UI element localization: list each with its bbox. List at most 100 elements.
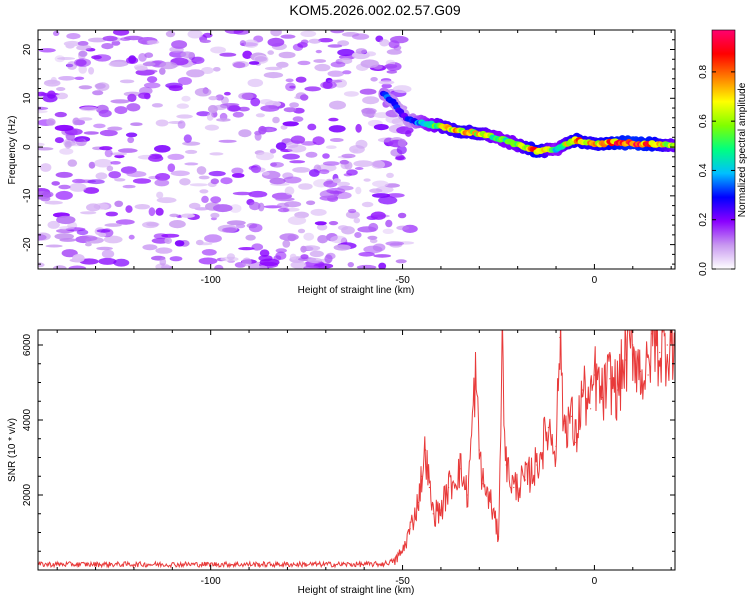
noise-cell [248, 223, 263, 233]
noise-cell [251, 243, 264, 251]
noise-cell [215, 94, 224, 101]
y-tick-label: -10 [22, 188, 33, 203]
noise-cell [181, 95, 191, 102]
noise-cell [396, 225, 410, 231]
chart-title: KOM5.2026.002.02.57.G09 [289, 2, 461, 18]
noise-cell [79, 258, 99, 265]
noise-cell [213, 104, 228, 111]
snr-point [590, 408, 592, 410]
colorbar-tick-label: 0.8 [698, 64, 709, 78]
noise-cell [214, 264, 224, 269]
noise-cell [169, 220, 186, 229]
noise-cell [329, 100, 346, 110]
noise-cell [359, 88, 377, 95]
noise-cell [66, 33, 81, 40]
noise-cell [231, 173, 245, 178]
noise-cell [189, 183, 208, 187]
noise-cell [307, 123, 317, 131]
noise-cell [355, 123, 362, 133]
noise-cell [164, 237, 172, 244]
noise-cell [269, 148, 277, 154]
noise-cell [148, 154, 164, 162]
noise-cell [38, 147, 54, 151]
noise-cell [174, 240, 185, 247]
noise-cell [113, 30, 130, 36]
noise-cell [238, 92, 254, 100]
noise-cell [300, 30, 317, 37]
noise-cell [204, 234, 222, 243]
noise-cell [206, 112, 214, 121]
noise-cell [297, 60, 311, 66]
noise-cell [40, 196, 51, 202]
noise-cell [58, 76, 76, 81]
noise-cell [183, 134, 192, 143]
noise-cell [218, 139, 237, 143]
snr-ticks: -100 -50 0 2000 4000 6000 [22, 330, 675, 587]
noise-cell [201, 249, 217, 256]
snr-point [505, 464, 507, 466]
snr-point [467, 494, 469, 496]
snr-point [601, 396, 603, 399]
snr-point [459, 468, 461, 470]
heatmap-marks [38, 30, 675, 269]
snr-point [647, 374, 649, 376]
noise-cell [79, 106, 99, 112]
noise-cell [201, 67, 214, 74]
noise-cell [104, 223, 122, 227]
noise-cell [59, 148, 74, 155]
noise-cell [385, 219, 393, 228]
noise-cell [363, 178, 371, 182]
noise-cell [155, 247, 173, 254]
noise-cell [127, 136, 135, 144]
noise-cell [300, 39, 309, 45]
snr-point [448, 486, 450, 489]
noise-cell [188, 202, 201, 209]
snr-point [440, 509, 442, 511]
noise-cell [226, 220, 246, 226]
noise-cell [250, 97, 261, 107]
noise-cell [394, 156, 406, 161]
noise-cell [328, 125, 346, 133]
noise-cell [110, 99, 130, 104]
snr-point [609, 378, 611, 380]
colorbar-gradient [711, 29, 736, 270]
noise-cell [318, 169, 330, 175]
noise-cell [301, 141, 317, 146]
noise-cell [54, 124, 74, 132]
noise-cell [67, 159, 78, 167]
noise-cell [282, 121, 299, 127]
noise-cell [337, 185, 354, 191]
noise-cell [93, 123, 106, 129]
noise-cell [176, 114, 193, 119]
noise-cell [292, 116, 304, 122]
noise-cell [132, 178, 152, 184]
noise-cell [74, 76, 85, 81]
noise-cell [201, 195, 209, 203]
noise-cell [279, 233, 299, 241]
noise-cell [40, 163, 52, 172]
noise-cell [155, 263, 170, 269]
noise-cell [315, 49, 322, 54]
noise-cell [38, 91, 47, 97]
noise-cell [282, 153, 300, 160]
noise-cell [78, 117, 93, 121]
noise-cell [386, 193, 405, 198]
noise-cell [231, 167, 244, 175]
noise-cell [41, 191, 54, 198]
noise-cell [328, 221, 339, 226]
noise-cell [333, 244, 351, 251]
noise-cell [361, 107, 377, 114]
noise-cell [339, 159, 349, 165]
noise-cell [42, 94, 58, 103]
noise-cell [159, 257, 167, 266]
noise-cell [98, 257, 117, 265]
noise-cell [373, 124, 389, 131]
noise-cell [128, 234, 135, 240]
noise-cell [134, 204, 150, 210]
noise-cell [69, 182, 87, 192]
noise-cell [263, 72, 284, 79]
noise-cell [142, 221, 159, 229]
noise-cell [107, 126, 123, 131]
noise-cell [238, 247, 255, 251]
